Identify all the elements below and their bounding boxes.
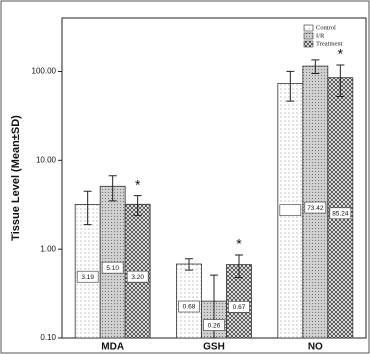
x-tick-label: GSH: [203, 342, 225, 353]
legend-swatch: [303, 32, 314, 40]
value-label-box: [279, 204, 302, 217]
value-label-box: [228, 301, 250, 313]
value-label: 85.24: [332, 211, 349, 218]
value-label: 3.19: [81, 274, 94, 281]
y-tick-label: 1.00: [40, 244, 56, 253]
value-label: 0.67: [233, 304, 246, 311]
value-label-box: [178, 300, 200, 313]
value-label-box: [203, 319, 225, 331]
value-label-box: [329, 207, 352, 220]
y-tick-label: 10.00: [36, 155, 57, 164]
error-bar: [311, 59, 320, 74]
y-tick-label: 0.10: [40, 333, 56, 342]
value-label-box: [304, 201, 327, 214]
value-label: 73.42: [307, 205, 324, 212]
legend-label: Control: [316, 24, 336, 31]
error-bar: [108, 175, 117, 202]
x-tick-label: MDA: [101, 342, 124, 353]
value-label: 0.26: [208, 322, 221, 329]
legend-swatch: [303, 40, 314, 48]
error-bar: [83, 190, 92, 226]
annotation: *: [135, 176, 141, 192]
y-axis-label: Tissue Level (Mean±SD): [10, 115, 22, 241]
error-bar: [185, 258, 193, 271]
legend-label: I/R: [316, 32, 325, 39]
error-bar: [133, 195, 142, 216]
value-label: 5.10: [106, 265, 119, 272]
value-label-box: [101, 261, 124, 274]
annotation: *: [338, 46, 344, 62]
legend-label: Treatment: [316, 40, 343, 47]
value-label-box: [76, 270, 99, 283]
legend-swatch: [303, 24, 314, 32]
value-label: 3.20: [131, 274, 144, 281]
x-tick-label: NO: [308, 342, 323, 353]
y-tick-label: 100.00: [32, 67, 57, 76]
value-label-box: [126, 270, 149, 283]
value-label: 0.68: [183, 304, 196, 311]
error-bar: [286, 70, 295, 102]
error-bar: [235, 254, 243, 278]
annotation: *: [236, 236, 242, 252]
error-bar: [336, 64, 345, 98]
